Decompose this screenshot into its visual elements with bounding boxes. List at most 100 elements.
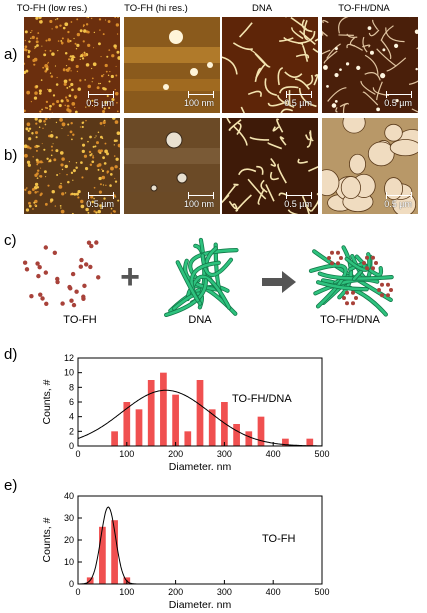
- y-tick-label: 0: [69, 579, 74, 589]
- histogram-bar: [257, 416, 265, 446]
- histogram-bar: [282, 438, 289, 446]
- y-axis-label: Counts, #: [41, 517, 53, 562]
- particle-dot: [37, 265, 42, 270]
- particle-dot: [345, 290, 349, 295]
- particle-dot: [96, 275, 101, 280]
- x-tick-label: 200: [168, 449, 183, 459]
- afm-image-a-2: 100 nm: [124, 17, 220, 113]
- scale-bar: 100 nm: [124, 91, 214, 108]
- particle-dot: [351, 301, 355, 306]
- histogram-bar: [99, 526, 106, 584]
- afm-image-a-4: 0.5 µm: [322, 17, 418, 113]
- column-header-tofh-dna: TO-FH/DNA: [338, 3, 390, 14]
- scale-bar-line: [88, 192, 114, 199]
- y-tick-label: 10: [64, 557, 74, 567]
- column-header-dna: DNA: [251, 3, 273, 14]
- dna-strand: [312, 250, 393, 302]
- dna-strand: [338, 246, 353, 299]
- x-tick-label: 500: [314, 449, 329, 459]
- scale-bar-line: [286, 91, 312, 98]
- x-tick-label: 0: [75, 587, 80, 597]
- x-tick-label: 500: [314, 587, 329, 597]
- scale-bar: 0.5 µm: [322, 91, 412, 108]
- particle-dot: [79, 257, 84, 263]
- particle-dot: [78, 264, 84, 269]
- histogram-bar: [123, 402, 131, 446]
- scale-bar: 100 nm: [124, 192, 214, 209]
- y-tick-label: 12: [64, 353, 74, 363]
- histogram-bar: [184, 431, 192, 446]
- particle-dot: [38, 292, 43, 297]
- particle-dot: [327, 256, 331, 260]
- y-tick-label: 4: [69, 412, 74, 422]
- x-tick-label: 400: [266, 449, 281, 459]
- histogram-tofh-dna: 0 100 200 300 400 500 0 2 4 6 8 10 12 Diameter, nm Cou…: [41, 353, 330, 470]
- particle-dot: [40, 296, 45, 301]
- scale-bar-line: [286, 192, 312, 199]
- column-header-tofh-hi: TO-FH (hi res.): [124, 3, 188, 14]
- particle-dot: [86, 240, 92, 245]
- y-tick-label: 8: [69, 382, 74, 392]
- particle-dot: [68, 286, 73, 291]
- x-tick-label: 0: [75, 449, 80, 459]
- histogram-bar: [306, 438, 314, 446]
- scale-bar-label: 100 nm: [183, 98, 214, 108]
- y-tick-label: 6: [69, 397, 74, 407]
- schematic-label-tofh-dna: TO-FH/DNA: [320, 314, 380, 326]
- scale-bar: 0.5 µm: [24, 192, 114, 209]
- particle-dot: [380, 293, 384, 298]
- x-tick-label: 300: [217, 449, 232, 459]
- particle-dot: [374, 261, 378, 265]
- row-label-a: a): [4, 46, 18, 63]
- y-tick-label: 30: [64, 513, 74, 523]
- histogram-bar: [221, 402, 228, 446]
- dna-strand: [316, 280, 368, 291]
- afm-image-b-4: 0.5 µm: [322, 118, 418, 214]
- y-axis-label: Counts, #: [41, 379, 53, 424]
- histogram-bar: [245, 431, 253, 446]
- particle-dot: [342, 296, 346, 300]
- afm-image-b-1: 0.5 µm: [24, 118, 120, 214]
- dna-strand: [201, 254, 233, 277]
- dna-strand: [176, 260, 200, 302]
- particle-dot: [330, 261, 334, 266]
- particle-dot: [365, 266, 369, 271]
- particle-dot: [43, 270, 49, 275]
- particle-dot: [43, 245, 49, 250]
- x-tick-label: 100: [119, 449, 134, 459]
- dna-strand: [355, 255, 383, 277]
- particle-dot: [377, 288, 381, 292]
- scale-bar-label: 0.5 µm: [384, 98, 412, 108]
- particle-dot: [330, 250, 334, 255]
- particle-dot: [24, 267, 30, 272]
- particle-dot: [94, 240, 99, 245]
- scale-bar-label: 100 nm: [183, 199, 214, 209]
- particle-dot: [35, 261, 40, 266]
- particle-dot: [52, 250, 58, 255]
- particle-dot: [354, 296, 358, 300]
- y-tick-label: 40: [64, 491, 74, 501]
- row-label-d: d): [4, 346, 18, 363]
- particle-dot: [60, 301, 65, 306]
- schematic-label-tofh: TO-FH: [63, 314, 97, 326]
- particle-dot: [380, 282, 384, 287]
- particle-dot: [36, 273, 41, 279]
- particle-dot: [22, 260, 28, 265]
- particle-dot: [371, 255, 375, 260]
- particle-dot: [339, 256, 343, 260]
- x-tick-label: 300: [217, 587, 232, 597]
- afm-image-b-3: 0.5 µm: [222, 118, 318, 214]
- particle-dot: [88, 264, 93, 270]
- y-tick-label: 2: [69, 426, 74, 436]
- histogram-bar: [196, 380, 204, 446]
- scale-bar-line: [188, 91, 214, 98]
- scale-bar: 0.5 µm: [322, 192, 412, 209]
- scale-bar-label: 0.5 µm: [284, 98, 312, 108]
- scale-bar-line: [188, 192, 214, 199]
- scale-bar-line: [88, 91, 114, 98]
- scale-bar-line: [386, 192, 412, 199]
- x-tick-label: 100: [119, 587, 134, 597]
- scale-bar-label: 0.5 µm: [284, 199, 312, 209]
- y-tick-label: 0: [69, 441, 74, 451]
- particle-dot: [83, 262, 89, 267]
